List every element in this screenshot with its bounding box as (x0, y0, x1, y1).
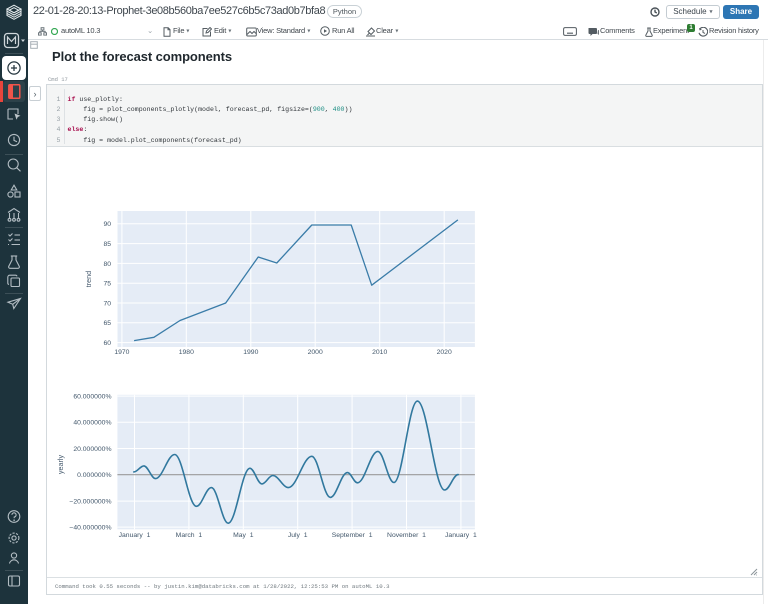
svg-text:March 1: March 1 (176, 532, 203, 539)
svg-text:75: 75 (103, 281, 111, 288)
svg-text:yearly: yearly (56, 455, 65, 475)
svg-text:May 1: May 1 (233, 532, 254, 539)
svg-text:July 1: July 1 (288, 532, 308, 539)
svg-text:80: 80 (103, 261, 111, 268)
svg-text:90: 90 (103, 221, 111, 228)
svg-text:January 1: January 1 (445, 532, 477, 539)
svg-text:20.000000%: 20.000000% (73, 446, 111, 453)
svg-text:70: 70 (103, 300, 111, 307)
svg-text:September 1: September 1 (332, 532, 373, 539)
svg-text:−40.000000%: −40.000000% (69, 525, 111, 532)
svg-text:1980: 1980 (179, 349, 194, 356)
svg-text:60.000000%: 60.000000% (73, 394, 111, 401)
svg-text:0.000000%: 0.000000% (77, 472, 111, 479)
svg-text:−20.000000%: −20.000000% (69, 499, 111, 506)
svg-text:2010: 2010 (372, 349, 387, 356)
svg-text:2020: 2020 (437, 349, 452, 356)
svg-text:1990: 1990 (243, 349, 258, 356)
svg-text:65: 65 (103, 320, 111, 327)
svg-text:40.000000%: 40.000000% (73, 420, 111, 427)
svg-text:trend: trend (84, 271, 93, 287)
svg-text:January 1: January 1 (119, 532, 151, 539)
svg-text:60: 60 (103, 340, 111, 347)
svg-text:November 1: November 1 (387, 532, 426, 539)
svg-text:1970: 1970 (114, 349, 129, 356)
svg-text:85: 85 (103, 241, 111, 248)
svg-text:2000: 2000 (308, 349, 323, 356)
